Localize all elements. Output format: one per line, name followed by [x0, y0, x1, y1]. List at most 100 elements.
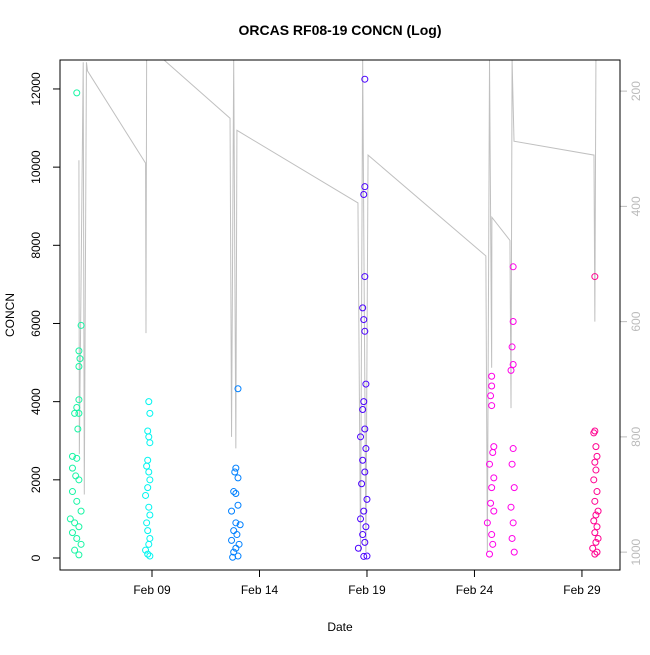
- data-point: [361, 75, 369, 83]
- data-point: [146, 409, 154, 417]
- data-point: [362, 380, 370, 388]
- data-point: [359, 405, 367, 413]
- data-point: [77, 507, 85, 515]
- data-point: [234, 501, 242, 509]
- data-point: [71, 519, 79, 527]
- data-point: [75, 396, 83, 404]
- data-point: [490, 507, 498, 515]
- data-point: [76, 355, 84, 363]
- data-point: [486, 550, 494, 558]
- data-point: [593, 523, 601, 531]
- data-point: [361, 327, 369, 335]
- data-point: [360, 507, 368, 515]
- data-point: [361, 468, 369, 476]
- x-tick-label: Feb 29: [563, 583, 601, 597]
- data-point: [230, 488, 238, 496]
- y-tick-label: 8000: [29, 232, 43, 259]
- data-point: [232, 490, 240, 498]
- data-point: [592, 538, 600, 546]
- data-point: [593, 488, 601, 496]
- x-tick-label: Feb 19: [348, 583, 386, 597]
- y-tick-label: 12000: [29, 72, 43, 106]
- plot-frame: [59, 59, 621, 571]
- data-point: [73, 89, 81, 97]
- data-point: [591, 458, 599, 466]
- data-point: [488, 382, 496, 390]
- data-point: [232, 464, 240, 472]
- data-point: [142, 546, 150, 554]
- y-tick-label: 4000: [29, 388, 43, 415]
- data-point: [362, 523, 370, 531]
- data-point: [591, 273, 599, 281]
- data-point: [233, 531, 241, 539]
- data-point: [490, 474, 498, 482]
- data-point: [68, 529, 76, 537]
- data-point: [228, 536, 236, 544]
- data-point: [73, 534, 81, 542]
- data-point: [508, 460, 516, 468]
- y2-tick-label: 200: [629, 81, 643, 101]
- data-point: [143, 462, 151, 470]
- data-point: [594, 534, 602, 542]
- data-point: [592, 511, 600, 519]
- data-point: [590, 429, 598, 437]
- data-point: [232, 544, 240, 552]
- data-point: [507, 366, 515, 374]
- data-point: [232, 519, 240, 527]
- data-point: [509, 361, 517, 369]
- y-tick-label: 10000: [29, 150, 43, 184]
- data-point: [510, 484, 518, 492]
- data-point: [234, 385, 242, 393]
- data-point: [68, 452, 76, 460]
- data-point: [487, 499, 495, 507]
- data-point: [75, 476, 83, 484]
- data-point: [483, 519, 491, 527]
- y2-tick-label: 1000: [629, 538, 643, 565]
- data-point: [509, 318, 517, 326]
- data-point: [591, 550, 599, 558]
- data-point: [71, 409, 79, 417]
- data-point: [145, 540, 153, 548]
- data-point: [593, 452, 601, 460]
- data-point: [361, 273, 369, 281]
- data-point: [73, 497, 81, 505]
- data-point: [592, 443, 600, 451]
- data-point: [146, 552, 154, 560]
- data-point: [142, 491, 150, 499]
- data-point: [77, 540, 85, 548]
- y-tick-label: 6000: [29, 310, 43, 337]
- y-tick-label: 2000: [29, 466, 43, 493]
- data-point: [509, 263, 517, 271]
- data-point: [591, 497, 599, 505]
- data-point: [75, 409, 83, 417]
- data-point: [75, 551, 83, 559]
- data-point: [360, 398, 368, 406]
- data-point: [509, 445, 517, 453]
- data-point: [361, 183, 369, 191]
- data-point: [590, 476, 598, 484]
- data-point: [594, 507, 602, 515]
- data-point: [589, 544, 597, 552]
- data-point: [592, 466, 600, 474]
- data-point: [488, 372, 496, 380]
- data-point: [358, 480, 366, 488]
- data-point: [593, 548, 601, 556]
- data-point: [507, 503, 515, 511]
- data-point: [363, 552, 371, 560]
- data-point: [488, 531, 496, 539]
- y2-tick-label: 800: [629, 427, 643, 447]
- data-point: [362, 445, 370, 453]
- data-point: [66, 515, 74, 523]
- data-point: [360, 316, 368, 324]
- data-point: [144, 550, 152, 558]
- data-point: [509, 519, 517, 527]
- data-point: [359, 456, 367, 464]
- data-point: [354, 544, 362, 552]
- data-point: [75, 523, 83, 531]
- data-point: [360, 190, 368, 198]
- data-point: [68, 464, 76, 472]
- data-point: [508, 534, 516, 542]
- data-point: [228, 507, 236, 515]
